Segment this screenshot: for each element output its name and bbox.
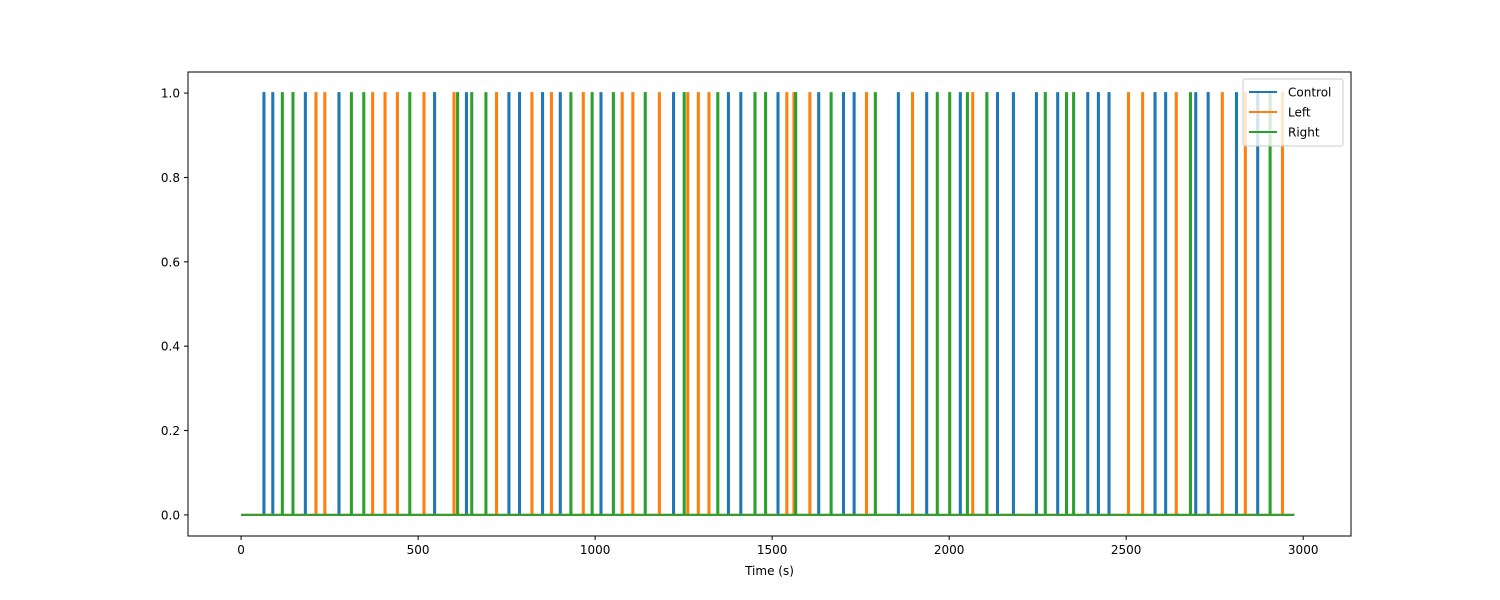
x-tick-label: 0	[237, 543, 245, 557]
series-layer	[241, 92, 1295, 516]
x-tick-label: 1000	[580, 543, 611, 557]
y-tick-label: 0.2	[161, 424, 180, 438]
y-tick-label: 0.6	[161, 255, 180, 269]
series-line-left	[241, 92, 1295, 516]
y-tick-label: 0.8	[161, 171, 180, 185]
y-tick-label: 1.0	[161, 87, 180, 101]
x-tick-label: 1500	[757, 543, 788, 557]
legend-label-right: Right	[1288, 126, 1320, 140]
x-axis-label: Time (s)	[744, 564, 794, 578]
y-tick-label: 0.0	[161, 508, 180, 522]
x-axis: 0 500 1000 1500 2000 2500 3000	[237, 536, 1318, 557]
plot-frame	[187, 71, 1352, 537]
x-tick-label: 2000	[934, 543, 965, 557]
x-tick-label: 2500	[1111, 543, 1142, 557]
legend: Control Left Right	[1242, 78, 1344, 147]
legend-box	[1242, 78, 1344, 147]
series-line-right	[241, 92, 1295, 516]
y-tick-label: 0.4	[161, 340, 180, 354]
x-tick-label: 3000	[1288, 543, 1319, 557]
x-tick-label: 500	[407, 543, 430, 557]
legend-label-left: Left	[1288, 106, 1311, 120]
plot-area	[188, 72, 1351, 536]
legend-label-control: Control	[1288, 86, 1331, 100]
y-axis: 0.0 0.2 0.4 0.6 0.8 1.0	[161, 87, 188, 522]
